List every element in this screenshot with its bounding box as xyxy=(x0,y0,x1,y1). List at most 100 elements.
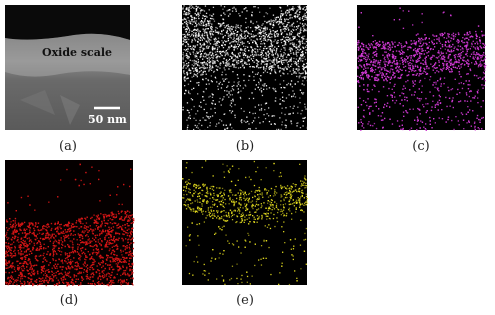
noise-dot xyxy=(388,61,390,63)
noise-dot xyxy=(227,54,229,56)
noise-dot xyxy=(195,17,197,20)
noise-dot xyxy=(274,64,276,66)
noise-dot xyxy=(260,79,262,81)
noise-dot xyxy=(205,53,208,55)
noise-dot xyxy=(389,48,392,50)
noise-dot xyxy=(382,45,384,47)
noise-dot xyxy=(229,46,231,48)
noise-dot xyxy=(197,13,200,16)
noise-dot xyxy=(452,106,454,109)
noise-dot xyxy=(199,56,201,58)
noise-dot xyxy=(216,57,218,59)
noise-dot xyxy=(243,49,245,51)
noise-dot xyxy=(220,25,222,27)
noise-dot xyxy=(199,70,201,73)
noise-dot xyxy=(250,46,252,48)
noise-dot xyxy=(187,9,189,11)
noise-dot xyxy=(254,106,256,108)
noise-dot xyxy=(480,47,483,49)
noise-dot xyxy=(482,54,484,56)
noise-dot xyxy=(279,6,281,8)
noise-dot xyxy=(228,46,230,48)
noise-dot xyxy=(383,43,385,46)
noise-dot xyxy=(394,102,396,104)
noise-dot xyxy=(396,120,399,122)
noise-dot xyxy=(439,77,442,79)
noise-dot xyxy=(456,93,458,95)
noise-dot xyxy=(234,47,236,49)
noise-dot xyxy=(188,129,190,132)
noise-dot xyxy=(212,6,215,8)
noise-dot xyxy=(257,51,259,53)
noise-dot xyxy=(277,16,279,18)
noise-dot xyxy=(199,46,201,49)
noise-dot xyxy=(468,121,470,123)
noise-dot xyxy=(245,30,247,32)
noise-dot xyxy=(449,62,452,65)
noise-dot xyxy=(301,52,304,54)
noise-dot xyxy=(285,11,287,13)
noise-dot xyxy=(282,23,284,25)
noise-dot xyxy=(445,96,447,99)
noise-dot xyxy=(424,49,426,52)
noise-dot xyxy=(291,73,293,75)
noise-dot xyxy=(202,71,204,74)
noise-dot xyxy=(271,33,273,35)
noise-dot xyxy=(303,6,305,8)
noise-dot xyxy=(236,74,239,76)
noise-dot xyxy=(365,60,367,62)
noise-dot xyxy=(367,48,369,50)
noise-dot xyxy=(417,33,419,35)
noise-dot xyxy=(440,58,442,60)
noise-dot xyxy=(431,56,433,58)
noise-dot xyxy=(214,60,216,62)
noise-dot xyxy=(418,60,420,62)
noise-dot xyxy=(283,27,286,29)
noise-dot xyxy=(382,54,384,56)
noise-dot xyxy=(273,34,276,37)
noise-dot xyxy=(397,62,399,64)
noise-dot xyxy=(421,121,424,123)
noise-dot xyxy=(230,112,233,114)
noise-dot xyxy=(183,55,185,57)
noise-dot xyxy=(256,65,258,67)
noise-dot xyxy=(240,48,242,50)
noise-dot xyxy=(206,57,208,59)
noise-dot xyxy=(256,73,259,75)
noise-dot xyxy=(214,37,217,39)
noise-dot xyxy=(212,49,214,51)
noise-dot xyxy=(209,116,212,118)
noise-dot xyxy=(186,63,188,65)
noise-dot xyxy=(263,37,265,40)
noise-dot xyxy=(286,33,288,35)
noise-dot xyxy=(273,66,275,69)
noise-dot xyxy=(305,46,307,48)
noise-dot xyxy=(298,58,301,60)
noise-dot xyxy=(187,83,190,85)
noise-dot xyxy=(284,18,286,20)
noise-dot xyxy=(185,54,187,57)
noise-dot xyxy=(246,57,248,59)
noise-dot xyxy=(271,44,273,47)
noise-dot xyxy=(474,127,476,129)
noise-dot xyxy=(450,40,452,42)
noise-dot xyxy=(242,37,244,39)
noise-dot xyxy=(193,7,195,9)
noise-dot xyxy=(244,8,246,10)
noise-dot xyxy=(205,67,207,69)
noise-dot xyxy=(303,84,305,86)
noise-dot xyxy=(183,70,185,72)
noise-dot xyxy=(477,66,480,68)
noise-dot xyxy=(204,19,206,21)
noise-dot xyxy=(289,17,291,20)
noise-dot xyxy=(366,75,368,77)
noise-dot xyxy=(294,36,296,38)
noise-dot xyxy=(242,60,244,62)
noise-dot xyxy=(259,67,261,69)
noise-dot xyxy=(412,80,414,82)
noise-dot xyxy=(203,108,205,111)
noise-dot xyxy=(204,34,206,37)
noise-dot xyxy=(295,46,297,48)
noise-dot xyxy=(375,79,378,81)
noise-dot xyxy=(260,63,262,65)
